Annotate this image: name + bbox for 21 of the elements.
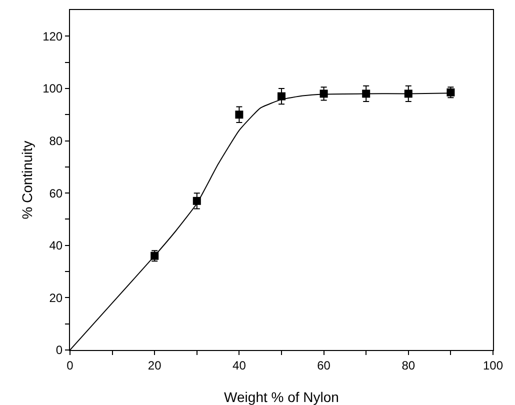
y-tick-label: 80 [49, 134, 63, 148]
x-axis-title: Weight % of Nylon [224, 389, 339, 405]
y-tick-label: 60 [49, 186, 63, 200]
x-tick-label: 20 [148, 358, 162, 372]
x-tick-label: 0 [66, 358, 74, 372]
point [278, 92, 286, 100]
y-tick-label: 40 [49, 238, 63, 253]
x-tick-label: 60 [317, 358, 331, 372]
point [192, 196, 201, 205]
y-tick-label: 20 [49, 290, 63, 305]
x-tick-label: 100 [482, 358, 504, 372]
point [404, 90, 412, 98]
y-tick-label: 100 [42, 82, 63, 96]
x-tick-label: 40 [232, 358, 246, 372]
x-tick-label: 80 [402, 358, 416, 372]
point [235, 110, 244, 119]
y-tick-label: 0 [56, 343, 63, 358]
point [362, 90, 370, 98]
point [320, 90, 328, 98]
y-tick-label: 120 [42, 29, 63, 44]
y-axis-title: % Continuity [19, 140, 35, 220]
